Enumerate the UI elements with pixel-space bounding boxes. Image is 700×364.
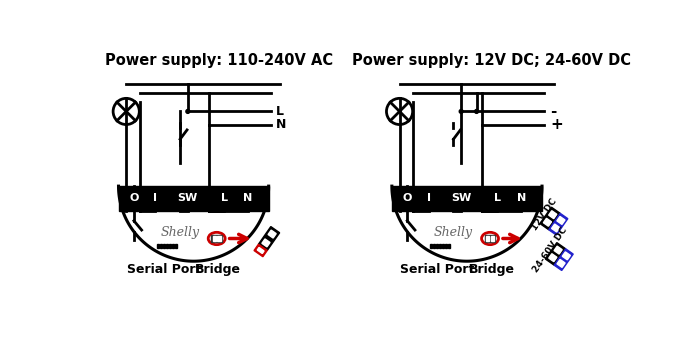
Bar bbox=[442, 244, 444, 248]
Polygon shape bbox=[554, 249, 573, 270]
Bar bbox=[172, 244, 174, 248]
Bar bbox=[392, 186, 542, 211]
Bar bbox=[445, 244, 447, 248]
Bar bbox=[439, 244, 441, 248]
Bar bbox=[211, 235, 222, 242]
Text: SW: SW bbox=[178, 193, 198, 203]
Text: Shelly: Shelly bbox=[433, 226, 473, 239]
Bar bbox=[430, 244, 432, 248]
Polygon shape bbox=[552, 224, 560, 232]
Bar bbox=[484, 235, 496, 242]
Polygon shape bbox=[254, 244, 267, 257]
Polygon shape bbox=[540, 207, 560, 230]
Bar bbox=[157, 244, 158, 248]
Text: O: O bbox=[402, 193, 412, 203]
Text: L: L bbox=[276, 105, 284, 118]
Bar bbox=[218, 236, 220, 241]
Bar bbox=[491, 236, 494, 241]
Text: N: N bbox=[276, 118, 287, 131]
Bar bbox=[175, 244, 177, 248]
Polygon shape bbox=[562, 252, 570, 260]
Bar bbox=[163, 244, 164, 248]
Text: Serial Port: Serial Port bbox=[400, 263, 475, 276]
Polygon shape bbox=[549, 213, 568, 235]
Bar bbox=[213, 236, 216, 241]
Text: O: O bbox=[130, 193, 139, 203]
Text: -: - bbox=[550, 104, 557, 119]
Text: I: I bbox=[153, 193, 158, 203]
Polygon shape bbox=[549, 211, 557, 219]
Bar bbox=[160, 244, 162, 248]
Circle shape bbox=[459, 110, 463, 113]
Bar bbox=[449, 244, 450, 248]
Bar bbox=[486, 236, 489, 241]
Text: Power supply: 110-240V AC: Power supply: 110-240V AC bbox=[104, 53, 332, 68]
Bar bbox=[166, 244, 168, 248]
Bar bbox=[118, 186, 269, 211]
Text: I: I bbox=[427, 193, 430, 203]
Text: +: + bbox=[550, 117, 564, 132]
Polygon shape bbox=[268, 230, 277, 238]
Polygon shape bbox=[262, 239, 270, 247]
Polygon shape bbox=[258, 226, 279, 250]
Polygon shape bbox=[557, 217, 565, 224]
Bar bbox=[436, 244, 438, 248]
Circle shape bbox=[186, 110, 190, 113]
Text: SW: SW bbox=[451, 193, 471, 203]
Text: Bridge: Bridge bbox=[195, 263, 241, 276]
Text: N: N bbox=[517, 193, 526, 203]
Polygon shape bbox=[545, 242, 566, 265]
Text: Power supply: 12V DC; 24-60V DC: Power supply: 12V DC; 24-60V DC bbox=[353, 53, 631, 68]
Polygon shape bbox=[543, 218, 552, 226]
Polygon shape bbox=[549, 254, 557, 262]
Text: L: L bbox=[494, 193, 501, 203]
Text: N: N bbox=[243, 193, 253, 203]
Polygon shape bbox=[257, 248, 264, 253]
Text: Serial Port: Serial Port bbox=[127, 263, 202, 276]
Text: Shelly: Shelly bbox=[160, 226, 200, 239]
Bar bbox=[169, 244, 171, 248]
Bar bbox=[433, 244, 435, 248]
Text: L: L bbox=[220, 193, 228, 203]
Text: Bridge: Bridge bbox=[468, 263, 514, 276]
Circle shape bbox=[475, 110, 479, 113]
Text: 12V DC: 12V DC bbox=[530, 197, 559, 232]
Polygon shape bbox=[557, 260, 565, 268]
Text: 24-60V DC: 24-60V DC bbox=[531, 226, 568, 274]
Polygon shape bbox=[554, 246, 562, 254]
